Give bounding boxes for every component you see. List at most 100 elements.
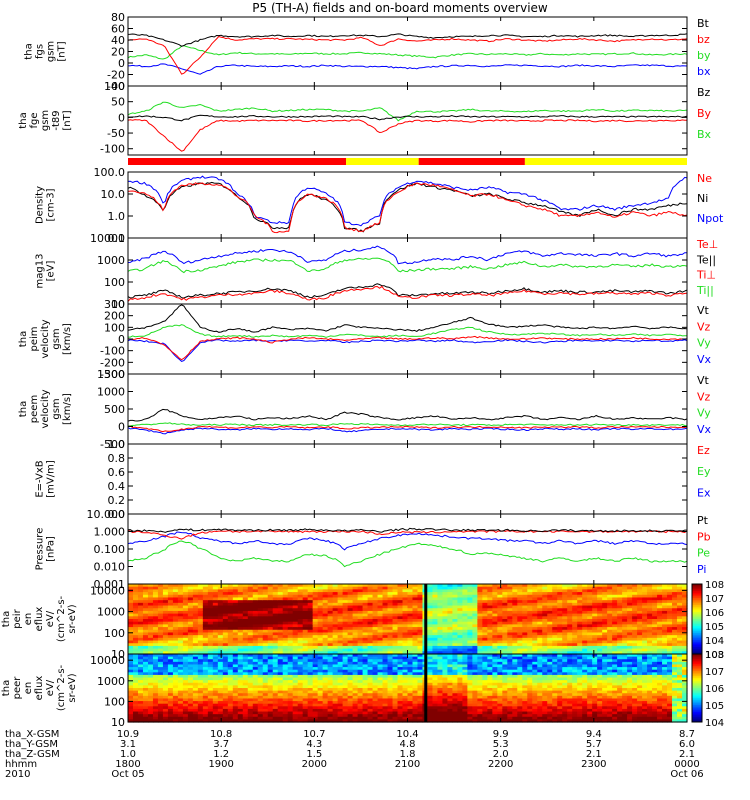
heatmap-cell xyxy=(182,602,189,607)
heatmap-cell xyxy=(177,661,184,666)
heatmap-cell xyxy=(312,659,319,663)
heatmap-cell xyxy=(212,640,219,644)
heatmap-cell xyxy=(132,592,139,596)
heatmap-cell xyxy=(397,648,404,652)
heatmap-cell xyxy=(267,708,274,713)
heatmap-cell xyxy=(622,594,628,599)
heatmap-cell xyxy=(477,637,483,642)
heatmap-cell xyxy=(397,682,404,686)
heatmap-cell xyxy=(547,624,553,628)
heatmap-cell xyxy=(147,651,154,655)
heatmap-cell xyxy=(202,716,209,720)
heatmap-cell xyxy=(447,584,454,588)
heatmap-cell xyxy=(377,695,384,700)
heatmap-cell xyxy=(407,584,414,588)
heatmap-cell xyxy=(292,672,299,676)
heatmap-cell xyxy=(297,584,304,588)
heatmap-cell xyxy=(222,592,229,596)
heatmap-cell xyxy=(617,616,623,620)
heatmap-cell xyxy=(242,716,249,720)
heatmap-cell xyxy=(517,645,523,650)
heatmap-cell xyxy=(417,695,424,700)
heatmap-cell xyxy=(367,586,374,590)
heatmap-cell xyxy=(332,597,339,601)
heatmap-cell xyxy=(592,613,598,617)
heatmap-cell xyxy=(447,632,454,636)
heatmap-cell xyxy=(332,656,339,660)
heatmap-cell xyxy=(307,714,314,718)
heatmap-cell xyxy=(132,624,139,628)
heatmap-cell xyxy=(277,627,284,631)
heatmap-cell xyxy=(242,654,249,658)
heatmap-cell xyxy=(277,608,284,612)
heatmap-cell xyxy=(177,600,184,604)
heatmap-cell xyxy=(312,682,319,686)
heatmap-cell xyxy=(172,605,179,609)
heatmap-cell xyxy=(227,629,234,634)
heatmap-cell xyxy=(402,693,409,697)
heatmap-cell xyxy=(262,640,269,644)
heatmap-cell xyxy=(467,594,473,599)
heatmap-cell xyxy=(177,669,184,673)
heatmap-cell xyxy=(167,605,174,609)
heatmap-cell xyxy=(627,619,633,623)
heatmap-cell xyxy=(307,584,314,588)
heatmap-cell xyxy=(607,613,613,617)
heatmap-cell xyxy=(542,627,548,631)
panel-ylabel: thapeirenefluxeV/(cm^2-s-sr-eV) xyxy=(1,595,78,642)
heatmap-cell xyxy=(462,640,468,644)
heatmap-cell xyxy=(292,629,299,634)
heatmap-cell xyxy=(542,637,548,642)
heatmap-cell xyxy=(402,597,409,601)
heatmap-cell xyxy=(397,627,404,631)
heatmap-cell xyxy=(287,648,294,652)
heatmap-cell xyxy=(432,695,439,700)
heatmap-cell xyxy=(387,701,394,705)
heatmap-cell xyxy=(162,701,169,705)
heatmap-cell xyxy=(282,706,289,710)
heatmap-cell xyxy=(382,701,389,705)
heatmap-cell xyxy=(562,616,568,620)
heatmap-cell xyxy=(282,608,289,612)
heatmap-cell xyxy=(532,619,538,623)
heatmap-cell xyxy=(137,669,144,673)
heatmap-cell xyxy=(242,602,249,607)
heatmap-cell xyxy=(177,629,184,634)
heatmap-cell xyxy=(242,688,249,692)
heatmap-cell xyxy=(457,613,464,617)
heatmap-cell xyxy=(312,586,319,590)
heatmap-cell xyxy=(272,637,279,642)
heatmap-cell xyxy=(162,654,169,658)
heatmap-cell xyxy=(152,719,159,723)
heatmap-cell xyxy=(362,656,369,660)
heatmap-cell xyxy=(237,635,244,639)
series-line xyxy=(127,335,688,361)
heatmap-cell xyxy=(512,602,518,607)
heatmap-cell xyxy=(637,610,643,615)
heatmap-cell xyxy=(212,669,219,673)
heatmap-cell xyxy=(537,619,543,623)
heatmap-cell xyxy=(427,629,434,634)
heatmap-cell xyxy=(128,619,134,623)
heatmap-cell xyxy=(652,608,658,612)
heatmap-cell xyxy=(682,621,688,625)
heatmap-cell xyxy=(152,654,159,658)
heatmap-cell xyxy=(397,685,404,689)
colorbar-cell xyxy=(692,633,702,636)
heatmap-cell xyxy=(502,594,508,599)
heatmap-cell xyxy=(292,695,299,700)
heatmap-cell xyxy=(562,648,568,652)
heatmap-cell xyxy=(128,664,134,668)
heatmap-cell xyxy=(212,629,219,634)
heatmap-cell xyxy=(232,616,239,620)
heatmap-cell xyxy=(417,605,424,609)
heatmap-cell xyxy=(192,711,199,715)
heatmap-cell xyxy=(167,677,174,681)
heatmap-cell xyxy=(407,688,414,692)
heatmap-cell xyxy=(167,690,174,694)
heatmap-cell xyxy=(467,619,473,623)
heatmap-cell xyxy=(392,698,399,702)
y-tick-label: -500 xyxy=(100,438,125,451)
heatmap-cell xyxy=(217,682,224,686)
heatmap-cell xyxy=(447,619,454,623)
